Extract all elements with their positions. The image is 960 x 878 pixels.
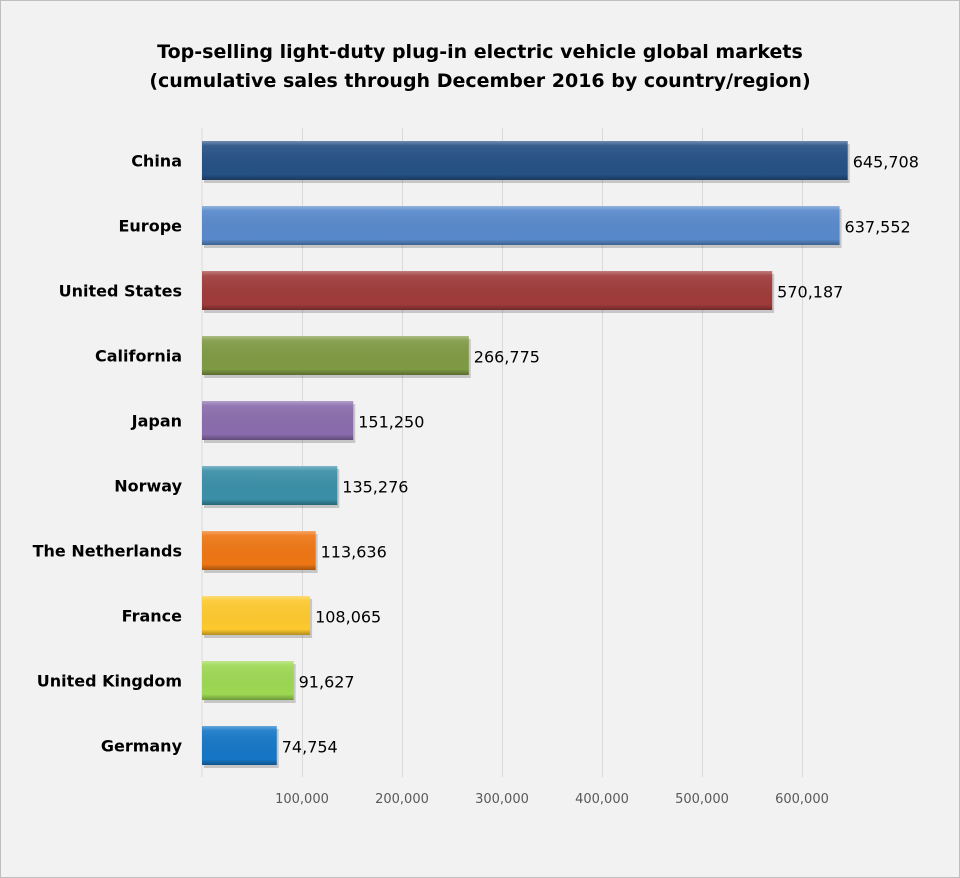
- bar-bevel: [202, 271, 773, 310]
- category-label: The Netherlands: [33, 542, 182, 561]
- category-label: Japan: [131, 412, 182, 431]
- data-label: 637,552: [845, 218, 911, 237]
- chart-title-line1: Top-selling light-duty plug-in electric …: [157, 41, 803, 63]
- bar-bevel: [202, 401, 354, 440]
- x-tick-label: 100,000: [275, 792, 329, 807]
- category-label: France: [122, 607, 182, 626]
- category-label: Europe: [118, 217, 182, 236]
- bar-bevel: [202, 596, 311, 635]
- x-tick-label: 200,000: [375, 792, 429, 807]
- x-tick-label: 600,000: [775, 792, 829, 807]
- data-label: 266,775: [474, 348, 540, 367]
- data-label: 135,276: [342, 478, 408, 497]
- x-tick-label: 300,000: [475, 792, 529, 807]
- bar-bevel: [202, 531, 316, 570]
- data-label: 91,627: [299, 673, 355, 692]
- data-label: 151,250: [358, 413, 424, 432]
- category-label: California: [95, 347, 182, 366]
- category-label: United Kingdom: [37, 672, 182, 691]
- data-label: 108,065: [315, 608, 381, 627]
- bar-bevel: [202, 466, 338, 505]
- data-label: 645,708: [853, 153, 919, 172]
- category-label: Norway: [114, 477, 182, 496]
- category-label: United States: [59, 282, 182, 301]
- x-tick-label: 400,000: [575, 792, 629, 807]
- chart-subtitle: (cumulative sales through December 2016 …: [149, 70, 811, 92]
- bar-bevel: [202, 141, 848, 180]
- data-label: 570,187: [777, 283, 843, 302]
- category-label: China: [131, 152, 182, 171]
- bar-bevel: [202, 206, 840, 245]
- data-label: 74,754: [282, 738, 338, 757]
- data-label: 113,636: [321, 543, 387, 562]
- bar-bevel: [202, 726, 277, 765]
- category-label: Germany: [101, 737, 183, 756]
- chart-title: Top-selling light-duty plug-in electric …: [0, 38, 960, 96]
- x-tick-label: 500,000: [675, 792, 729, 807]
- bar-bevel: [202, 661, 294, 700]
- bar-bevel: [202, 336, 469, 375]
